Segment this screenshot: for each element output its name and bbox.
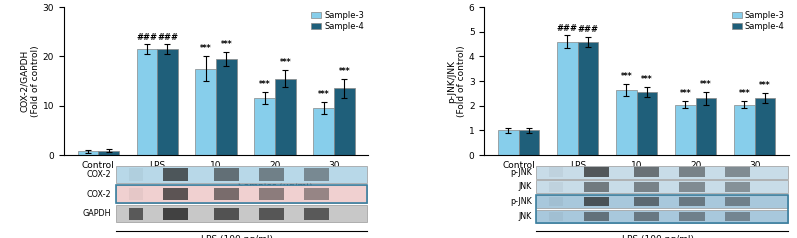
Bar (254, 98, 275, 155)
Bar (536, 210, 787, 223)
Bar (77, 151, 98, 155)
Bar (195, 69, 216, 155)
Bar (734, 104, 755, 155)
Text: ***: *** (739, 89, 750, 98)
Bar (724, 197, 750, 206)
Bar (549, 168, 563, 177)
Text: ***: *** (621, 72, 632, 81)
Bar (724, 212, 750, 221)
Bar (634, 212, 659, 221)
Text: Samples (μg/ml): Samples (μg/ml) (238, 182, 312, 191)
Text: LPS (100 ng/ml): LPS (100 ng/ml) (622, 235, 694, 238)
Bar (275, 79, 296, 155)
Bar (214, 208, 239, 220)
Bar (536, 166, 787, 179)
Bar (549, 212, 563, 221)
Y-axis label: p-JNK/JNK
(Fold of control): p-JNK/JNK (Fold of control) (446, 45, 466, 117)
Text: ***: *** (318, 90, 329, 99)
Bar (129, 188, 143, 200)
Y-axis label: COX-2/GAPDH
(Fold of control): COX-2/GAPDH (Fold of control) (21, 45, 40, 117)
Text: ***: *** (339, 67, 350, 76)
Bar (98, 151, 119, 155)
Text: ###: ### (157, 33, 178, 42)
Bar (549, 182, 563, 192)
Text: Samples (μg/ml): Samples (μg/ml) (658, 182, 732, 191)
Bar (679, 197, 705, 206)
Bar (679, 212, 705, 221)
Bar (116, 166, 367, 183)
Bar (313, 108, 334, 155)
Bar (116, 205, 367, 223)
Legend: Sample-3, Sample-4: Sample-3, Sample-4 (732, 11, 785, 31)
Bar (536, 195, 787, 208)
Bar (157, 49, 178, 155)
Text: p-JNK: p-JNK (510, 168, 532, 177)
Text: ***: *** (700, 80, 712, 89)
Bar (584, 212, 609, 221)
Bar (675, 104, 696, 155)
Bar (755, 98, 775, 155)
Bar (163, 188, 188, 200)
Bar (304, 208, 329, 220)
Text: ***: *** (200, 45, 212, 54)
Bar (584, 197, 609, 206)
Bar (634, 182, 659, 192)
Bar (549, 197, 563, 206)
Bar (578, 42, 599, 155)
Bar (116, 185, 367, 203)
Text: ***: *** (759, 81, 771, 90)
Bar (679, 168, 705, 177)
Bar (519, 130, 540, 155)
Bar (536, 195, 787, 223)
Text: JNK: JNK (518, 183, 532, 191)
Text: ###: ### (578, 25, 599, 35)
Bar (163, 208, 188, 220)
Bar (304, 168, 329, 181)
Bar (129, 208, 143, 220)
Bar (584, 182, 609, 192)
Text: ***: *** (641, 75, 653, 84)
Bar (163, 168, 188, 181)
Text: p-JNK: p-JNK (510, 197, 532, 206)
Bar (584, 168, 609, 177)
Bar (214, 168, 239, 181)
Bar (216, 59, 237, 155)
Bar (304, 188, 329, 200)
Bar (214, 188, 239, 200)
Text: GAPDH: GAPDH (83, 209, 111, 218)
Bar (334, 89, 355, 155)
Bar (116, 185, 367, 203)
Text: ###: ### (136, 33, 157, 42)
Text: COX-2: COX-2 (86, 189, 111, 198)
Bar (129, 168, 143, 181)
Text: ***: *** (259, 80, 270, 89)
Bar (616, 90, 637, 155)
Bar (634, 197, 659, 206)
Bar (696, 98, 717, 155)
Text: ***: *** (221, 40, 232, 49)
Text: LPS (100 ng/ml): LPS (100 ng/ml) (202, 235, 273, 238)
Legend: Sample-3, Sample-4: Sample-3, Sample-4 (311, 11, 364, 31)
Bar (724, 168, 750, 177)
Text: ***: *** (680, 89, 691, 98)
Bar (136, 49, 157, 155)
Text: ***: *** (280, 58, 291, 67)
Bar (259, 188, 284, 200)
Bar (634, 168, 659, 177)
Bar (536, 180, 787, 193)
Bar (557, 42, 578, 155)
Bar (259, 208, 284, 220)
Bar (259, 168, 284, 181)
Bar (637, 92, 658, 155)
Text: JNK: JNK (518, 212, 532, 221)
Bar (498, 130, 519, 155)
Bar (679, 182, 705, 192)
Bar (724, 182, 750, 192)
Text: ###: ### (557, 24, 578, 33)
Text: COX-2: COX-2 (86, 170, 111, 179)
